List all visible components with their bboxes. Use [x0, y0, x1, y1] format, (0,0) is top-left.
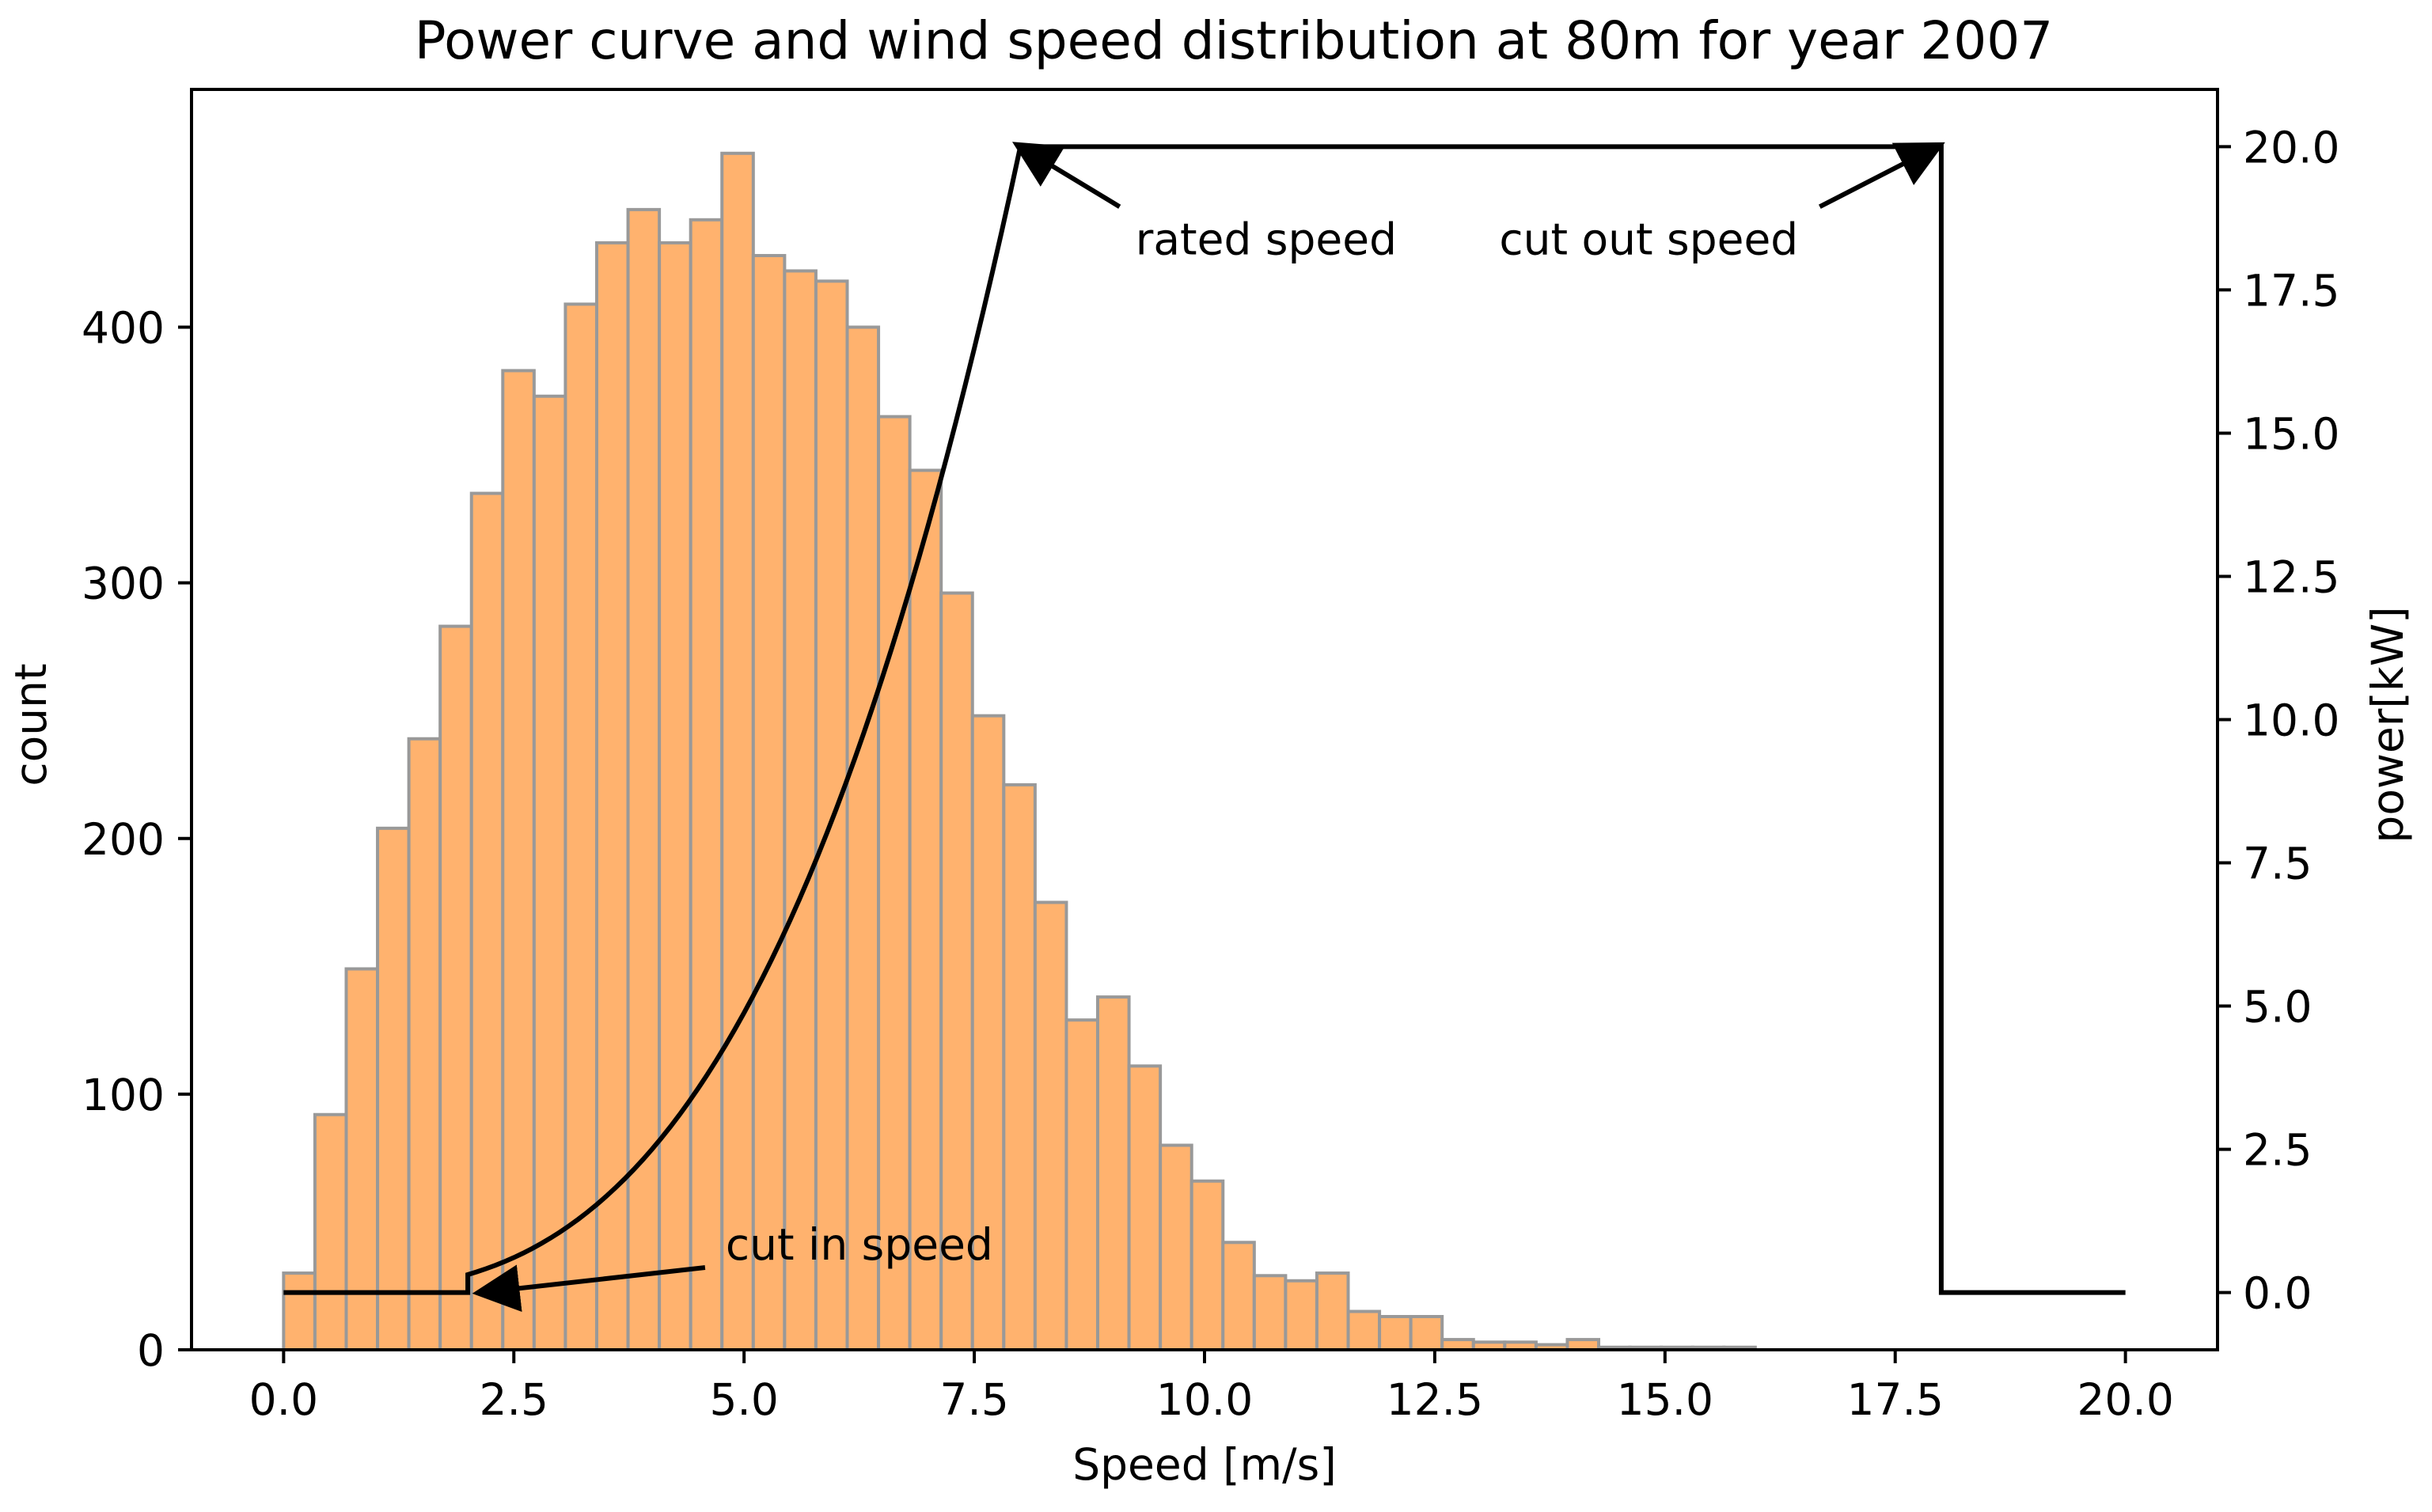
histogram-bar	[376, 826, 411, 1351]
y2-tick-label: 5.0	[2243, 982, 2312, 1033]
x-tick-label: 0.0	[249, 1374, 318, 1425]
chart-title: Power curve and wind speed distribution …	[415, 10, 2054, 71]
y2-tick-label: 7.5	[2243, 839, 2312, 889]
y-tick-label: 300	[82, 559, 165, 609]
histogram-bar	[282, 1271, 317, 1352]
y-tick-label: 200	[82, 814, 165, 865]
power-curve-layer	[283, 144, 2126, 1295]
y2-tick-label: 20.0	[2243, 122, 2339, 172]
y2-tick-label: 2.5	[2243, 1125, 2312, 1176]
annotation-arrow	[1818, 142, 1945, 209]
x-axis-label: Speed [m/s]	[1072, 1439, 1337, 1490]
x-tick-label: 2.5	[480, 1374, 548, 1425]
annotation-arrow	[472, 1264, 706, 1313]
histogram-bar	[783, 269, 818, 1351]
histogram-bar	[1096, 995, 1131, 1351]
x-tick-label: 15.0	[1617, 1374, 1713, 1425]
histogram-bar	[1252, 1274, 1288, 1352]
histogram-bar	[1189, 1179, 1225, 1351]
y2-tick-label: 12.5	[2243, 551, 2339, 602]
histogram-bar	[407, 737, 442, 1351]
x-tick-label: 10.0	[1156, 1374, 1253, 1425]
histogram-bar	[1378, 1314, 1413, 1351]
histogram-bar	[469, 491, 505, 1351]
histogram-bar	[563, 302, 599, 1351]
y-tick-label: 400	[82, 303, 165, 354]
histogram-bar	[908, 468, 943, 1352]
y2-tick-label: 0.0	[2243, 1268, 2312, 1319]
y-tick-label: 0	[137, 1325, 165, 1376]
annotation-arrow	[1012, 142, 1121, 209]
histogram-bar	[595, 241, 630, 1351]
histogram-bar	[1159, 1143, 1193, 1351]
histogram-bar	[689, 218, 724, 1351]
histogram-bar	[1064, 1018, 1100, 1352]
annotation-label: cut in speed	[726, 1219, 993, 1270]
histogram-bar	[658, 241, 692, 1351]
x-tick-label: 20.0	[2077, 1374, 2173, 1425]
histogram-bar	[1002, 783, 1037, 1351]
x-tick-label: 7.5	[939, 1374, 1008, 1425]
x-tick-label: 12.5	[1387, 1374, 1483, 1425]
histogram-bar	[626, 207, 662, 1351]
y-axis-label: count	[6, 663, 56, 786]
histogram-bar	[313, 1112, 348, 1351]
annotations: cut in speed rated speed cut out speed	[472, 142, 1945, 1313]
y2-tick-label: 17.5	[2243, 265, 2339, 316]
y2-tick-label: 15.0	[2243, 408, 2339, 459]
power-curve-line	[283, 144, 2126, 1295]
y2-axis-label: power[kW]	[2362, 606, 2413, 843]
histogram-bar	[532, 394, 567, 1351]
histogram-bar	[877, 415, 912, 1351]
histogram-bar	[1409, 1314, 1444, 1351]
histogram-bar	[970, 714, 1006, 1351]
histogram-bar	[501, 369, 536, 1352]
y2-tick-label: 10.0	[2243, 695, 2339, 746]
histogram-bar	[438, 624, 473, 1351]
histogram-bar	[1221, 1241, 1256, 1352]
annotation-label: cut out speed	[1499, 214, 1798, 264]
x-tick-label: 17.5	[1846, 1374, 1943, 1425]
annotation-label: rated speed	[1136, 214, 1397, 264]
x-tick-label: 5.0	[709, 1374, 778, 1425]
histogram-bar	[344, 967, 380, 1352]
histogram-bar	[751, 254, 787, 1351]
histogram-bar	[1284, 1279, 1318, 1352]
histogram-bar	[845, 325, 881, 1351]
histogram-bar	[1346, 1309, 1382, 1352]
histogram-bar	[1315, 1271, 1350, 1352]
y-tick-label: 100	[82, 1070, 165, 1120]
histogram-bar	[1033, 900, 1068, 1351]
histogram-bar	[1127, 1064, 1163, 1351]
axes: 0.0 2.5 5.0 7.5 10.0 12.5 15.0 17.5 20.0 0 100 200 3…	[82, 88, 2339, 1425]
histogram-bar	[720, 151, 755, 1351]
